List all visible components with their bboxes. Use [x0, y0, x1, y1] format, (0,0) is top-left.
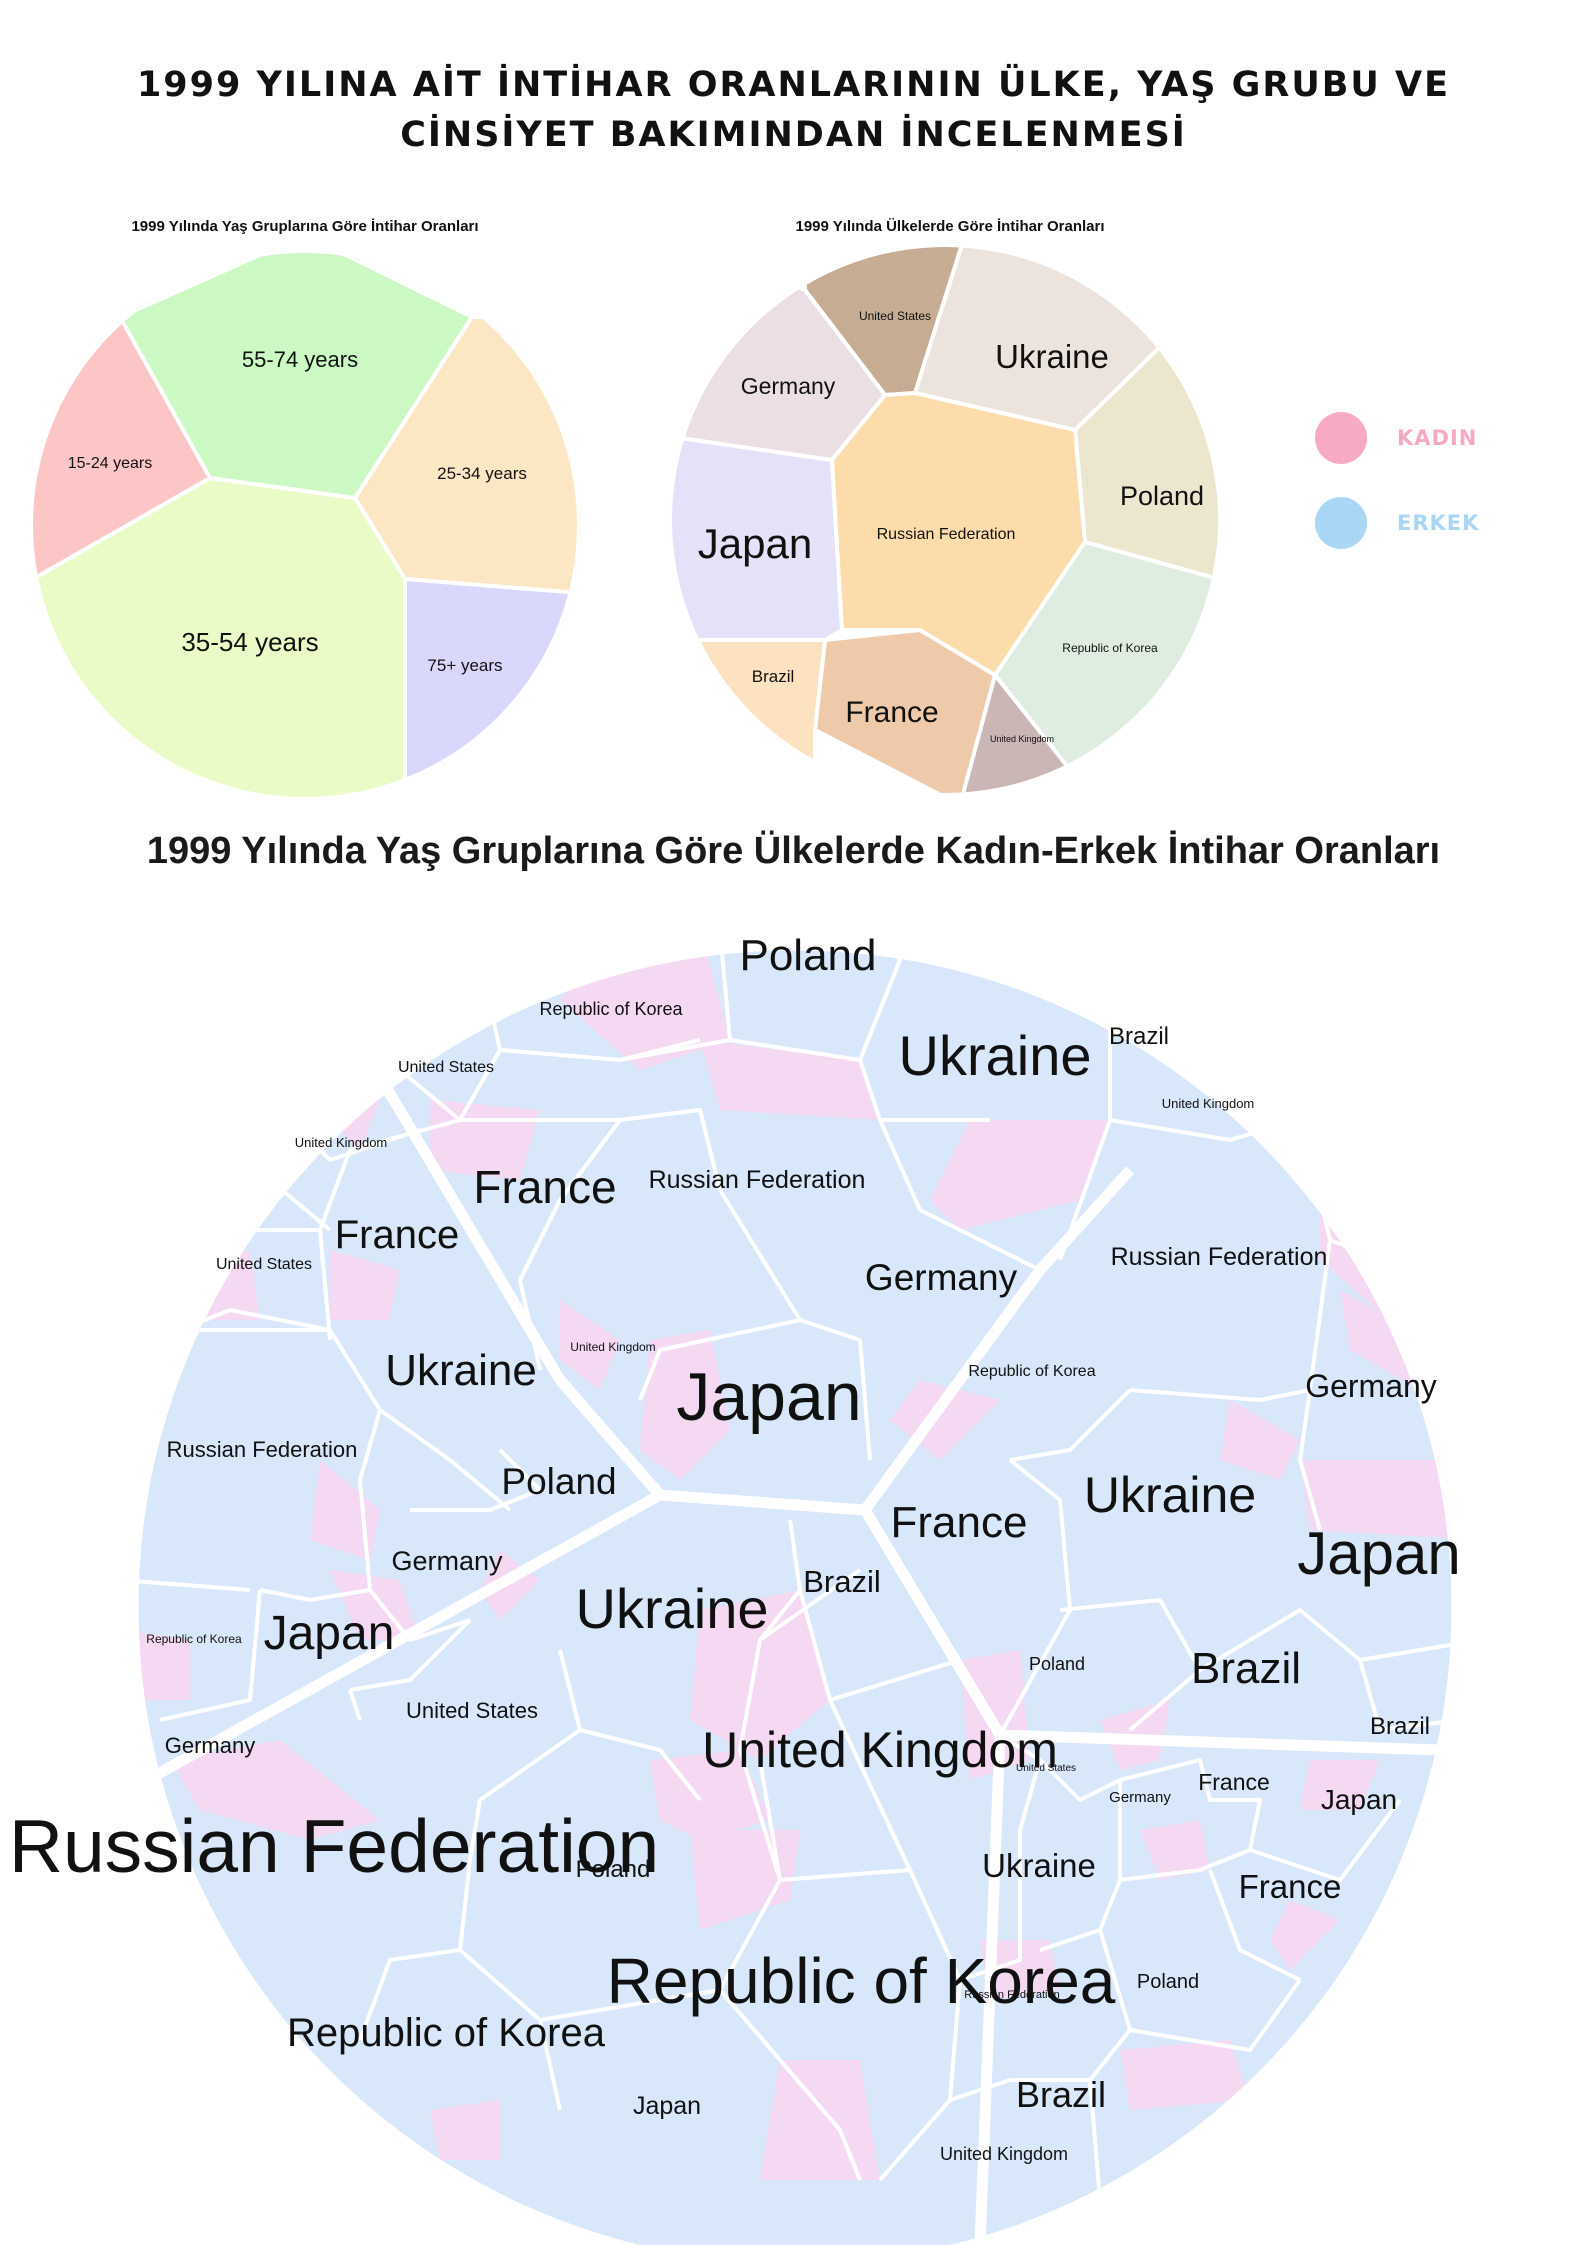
age-label-15-24: 15-24 years: [68, 455, 153, 472]
gender-cell-label: Russian Federation: [649, 1166, 866, 1194]
gender-cell-label: Germany: [865, 1257, 1018, 1298]
gender-cell-label: Ukraine: [899, 1024, 1092, 1087]
gender-cell-label: Republic of Korea: [539, 999, 683, 1019]
gender-cell-label: Ukraine: [385, 1346, 537, 1395]
gender-cell-label: Ukraine: [1084, 1467, 1256, 1523]
age-label-55-74: 55-74 years: [242, 347, 358, 372]
age-label-35-54: 35-54 years: [181, 627, 318, 657]
legend-item-erkek: ERKEK: [1315, 497, 1479, 549]
gender-cell-label: Russian Federation: [1111, 1243, 1328, 1271]
legend-item-kadin: KADIN: [1315, 412, 1477, 464]
country-label-france: France: [845, 696, 938, 729]
legend-label-kadin: KADIN: [1397, 426, 1478, 450]
gender-cell-label: Japan: [633, 2092, 701, 2120]
country-label-japan: Japan: [698, 520, 812, 567]
gender-cell-label: United Kingdom: [295, 1135, 388, 1150]
legend-swatch-kadin: [1315, 412, 1367, 464]
country-label-united-kingdom: United Kingdom: [990, 734, 1054, 744]
gender-cell-label: France: [473, 1161, 616, 1213]
country-label-ukraine: Ukraine: [995, 338, 1109, 375]
gender-cell-label: United Kingdom: [940, 2144, 1068, 2164]
gender-cell-label: Ukraine: [982, 1847, 1096, 1884]
gender-cell-label: France: [335, 1213, 460, 1257]
gender-chart-title: 1999 Yılında Yaş Gruplarına Göre Ülkeler…: [146, 830, 1441, 872]
page-title-line-1: 1999 YILINA AİT İNTİHAR ORANLARININ ÜLKE…: [136, 65, 1451, 105]
gender-cell-label: Brazil: [1370, 1713, 1430, 1740]
age-chart-title: 1999 Yılında Yaş Gruplarına Göre İntihar…: [131, 218, 479, 235]
gender-cell-label: United States: [398, 1059, 494, 1076]
legend-label-erkek: ERKEK: [1397, 511, 1480, 535]
gender-cell-label: Brazil: [1016, 2074, 1106, 2115]
gender-cell-label: Japan: [1321, 1784, 1397, 1815]
age-group-chart: 55-74 years 25-34 years 75+ years 35-54 …: [31, 251, 579, 799]
country-label-poland: Poland: [1120, 481, 1204, 511]
country-cell-russian-federation: [830, 391, 1087, 677]
page-title-line-2: CİNSİYET BAKIMINDAN İNCELENMESİ: [400, 115, 1187, 155]
gender-cell-label: France: [1239, 1868, 1342, 1905]
gender-cell-label: United States: [216, 1256, 312, 1273]
gender-cell-label: United Kingdom: [1162, 1096, 1255, 1111]
gender-cell-label: Brazil: [1191, 1644, 1301, 1693]
country-chart: United States Ukraine Poland Republic of…: [672, 247, 1218, 793]
gender-cell-label: Japan: [676, 1359, 861, 1435]
country-label-united-states: United States: [859, 309, 931, 323]
page-title: 1999 YILINA AİT İNTİHAR ORANLARININ ÜLKE…: [0, 60, 1587, 160]
gender-cell-label: Poland: [739, 931, 876, 980]
gender-cell-label: Russian Federation: [9, 1804, 659, 1888]
country-chart-title: 1999 Yılında Ülkelerde Göre İntihar Oran…: [795, 218, 1105, 235]
gender-cell-label: Poland: [576, 1856, 651, 1883]
gender-cell-label: Germany: [1109, 1789, 1171, 1806]
gender-cell-label: United States: [406, 1698, 538, 1723]
gender-cell-label: United Kingdom: [570, 1340, 655, 1354]
gender-cell-label: Poland: [501, 1461, 616, 1502]
gender-cell-label: Republic of Korea: [146, 1632, 242, 1646]
country-label-brazil: Brazil: [752, 667, 795, 686]
gender-cell-label: Germany: [391, 1546, 503, 1576]
gender-cell-label: Brazil: [1109, 1023, 1169, 1050]
gender-cell-label: Poland: [1029, 1654, 1085, 1674]
gender-cell-label: Poland: [1137, 1971, 1199, 1993]
gender-cell-label: Japan: [264, 1607, 395, 1660]
country-label-germany: Germany: [741, 373, 836, 399]
gender-cell-label: Brazil: [803, 1564, 881, 1599]
gender-cell-label: Germany: [165, 1733, 255, 1758]
gender-cell-label: United States: [1016, 1763, 1076, 1774]
country-label-russian-federation: Russian Federation: [877, 526, 1016, 543]
gender-cell-label: Russian Federation: [964, 1989, 1059, 2001]
age-label-25-34: 25-34 years: [437, 464, 527, 483]
gender-cell-label: Russian Federation: [167, 1437, 358, 1462]
gender-cell-label: Republic of Korea: [968, 1363, 1095, 1380]
gender-cell-label: Republic of Korea: [607, 1945, 1116, 2017]
gender-cell-label: Republic of Korea: [287, 2011, 606, 2055]
gender-cell-label: Japan: [1297, 1520, 1460, 1587]
country-label-republic-of-korea: Republic of Korea: [1062, 641, 1158, 655]
gender-cell-label: France: [891, 1498, 1028, 1547]
age-label-75-plus: 75+ years: [427, 656, 502, 675]
gender-cell-label: Germany: [1305, 1368, 1437, 1404]
gender-cell-label: Ukraine: [576, 1577, 769, 1640]
gender-cell-label: United Kingdom: [702, 1722, 1058, 1778]
gender-cell-label: France: [1198, 1769, 1270, 1795]
legend-swatch-erkek: [1315, 497, 1367, 549]
